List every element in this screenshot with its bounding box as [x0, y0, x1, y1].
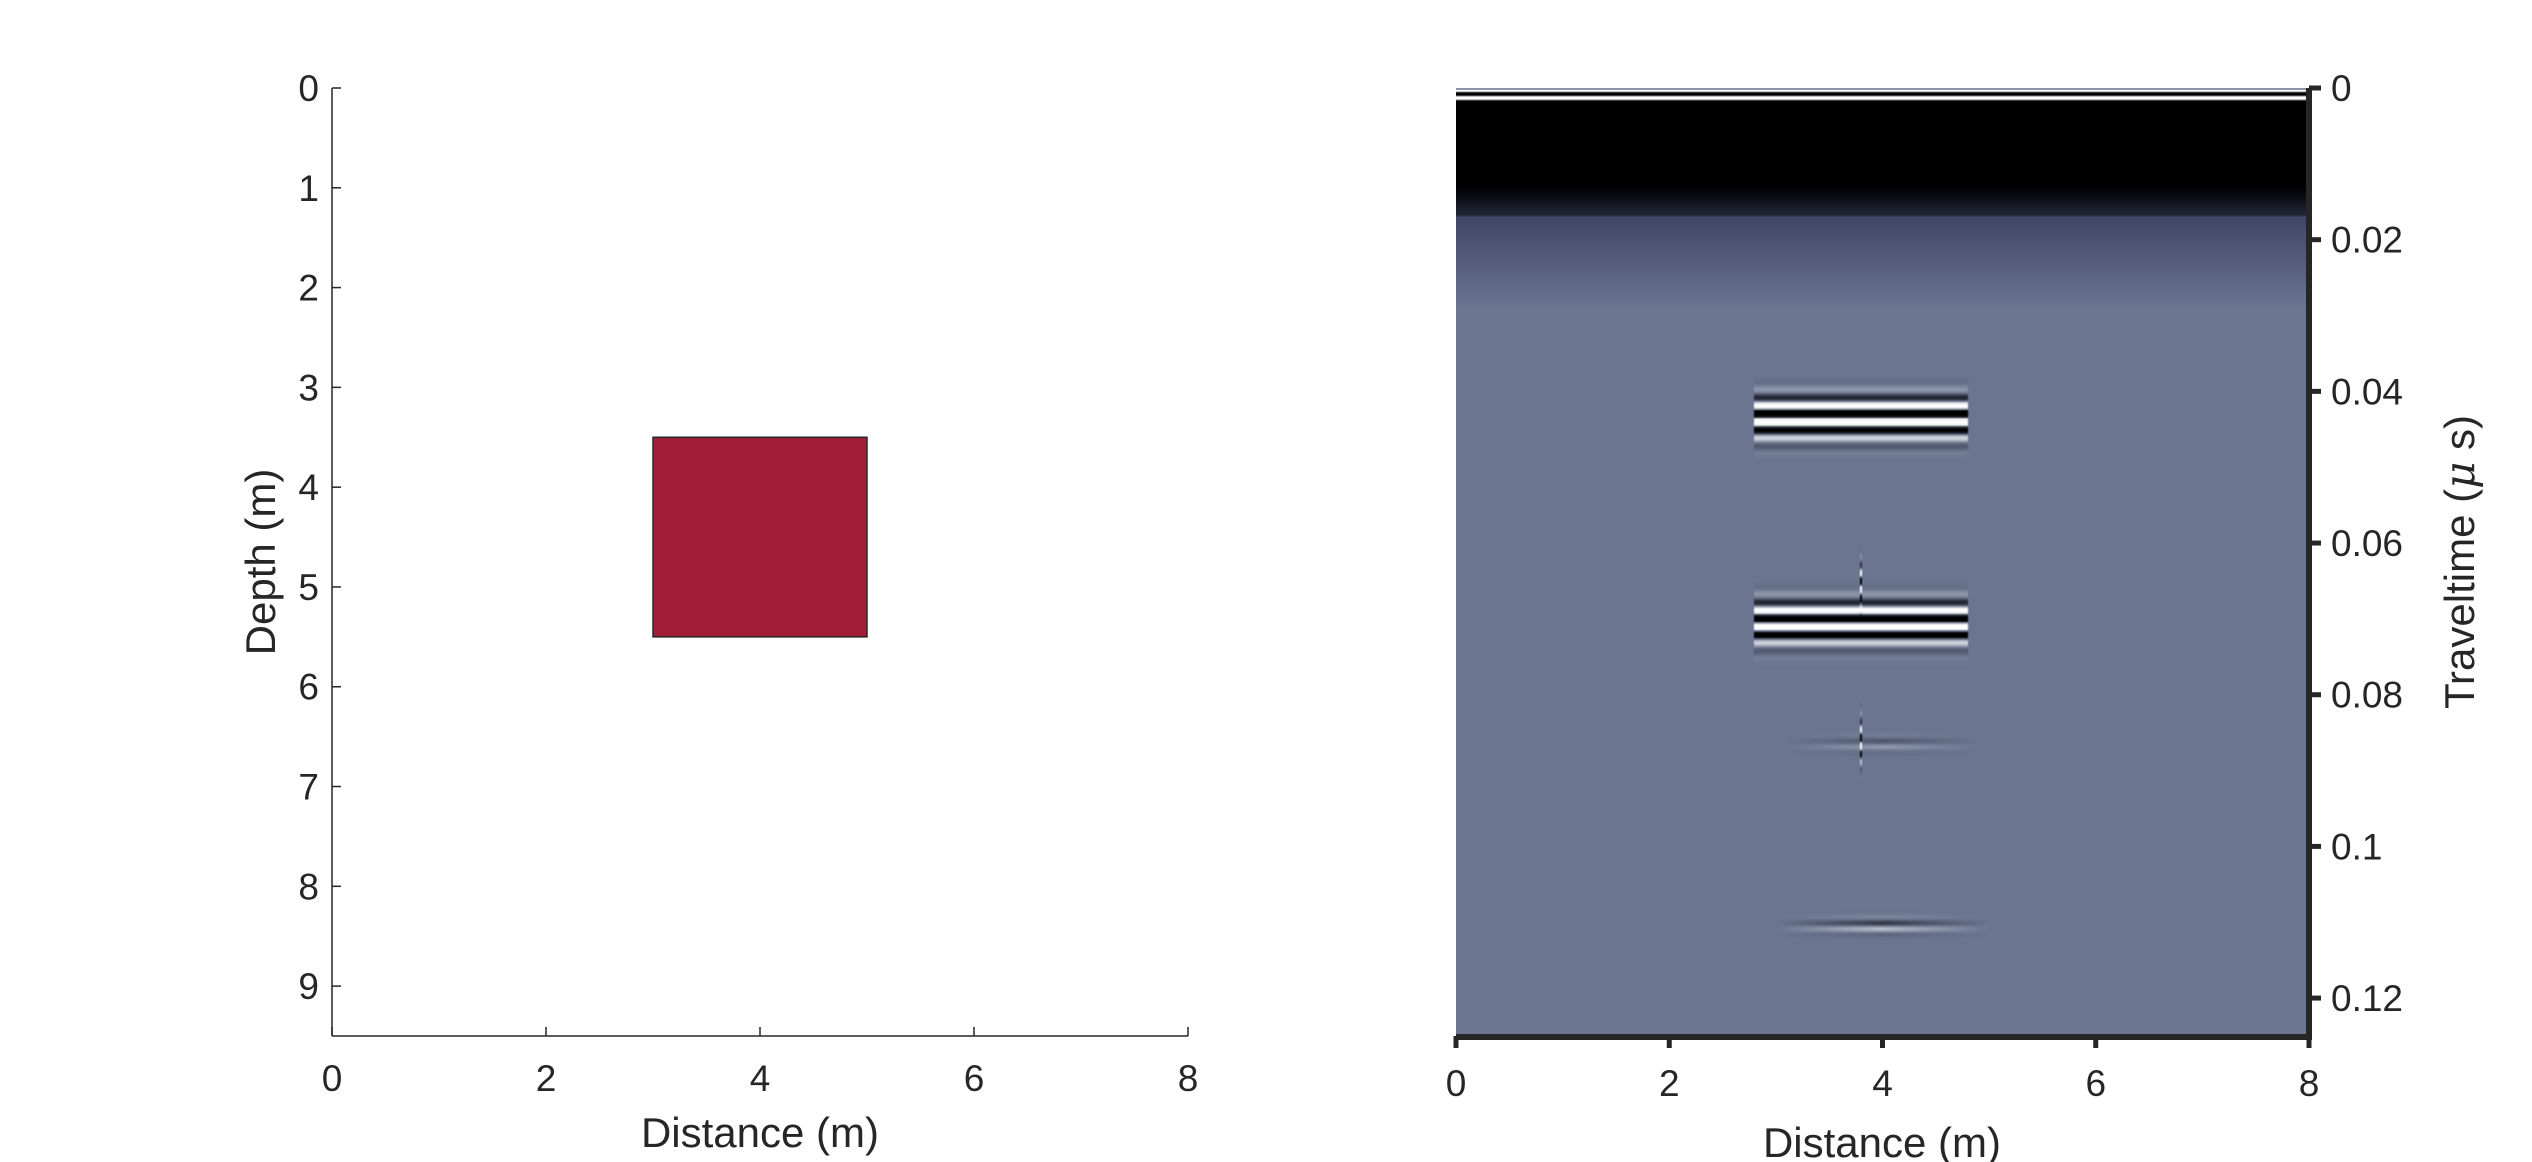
radargram-x-tick-label: 4 [1872, 1063, 1893, 1104]
radargram-y-title-mu: μ [2435, 462, 2484, 489]
model-y-tick-label: 2 [298, 268, 319, 309]
model-x-tick-label: 0 [322, 1058, 343, 1099]
radargram-x-ticks: 0 2 4 6 8 [1446, 1036, 2320, 1104]
model-y-tick-label: 8 [298, 866, 319, 907]
radargram-y-tick-label: 0.12 [2331, 978, 2403, 1019]
model-x-tick-label: 6 [964, 1058, 985, 1099]
model-y-ticks: 0 1 2 3 4 5 6 7 8 9 [298, 68, 341, 1007]
radargram-y-title-part-1: Traveltime ( [2436, 489, 2483, 709]
radargram-x-tick-label: 0 [1446, 1063, 1467, 1104]
model-x-ticks: 0 2 4 6 8 [322, 1027, 1199, 1099]
radargram-y-tick-label: 0.06 [2331, 523, 2403, 564]
model-y-tick-label: 0 [298, 68, 319, 109]
model-y-tick-label: 4 [298, 467, 319, 508]
model-y-tick-label: 6 [298, 667, 319, 708]
radargram-y-tick-label: 0.1 [2331, 826, 2382, 867]
model-y-tick-label: 1 [298, 168, 319, 209]
radargram-x-tick-label: 2 [1659, 1063, 1680, 1104]
radargram-y-tick-label: 0.02 [2331, 220, 2403, 261]
radargram-y-ticks: 0 0.02 0.04 0.06 0.08 0.1 0.12 [2309, 68, 2403, 1019]
model-rectangles [652, 436, 868, 638]
radargram-x-tick-label: 6 [2085, 1063, 2106, 1104]
model-x-tick-label: 2 [536, 1058, 557, 1099]
model-y-tick-label: 5 [298, 567, 319, 608]
model-rectangle [652, 436, 868, 638]
model-y-tick-label: 7 [298, 767, 319, 808]
radargram-heatmap [1456, 88, 2308, 1036]
model-axes: 0 1 2 3 4 5 6 7 8 9 0 2 4 6 8 Distance (m) Depth (m) [237, 68, 1198, 1156]
model-y-axis-title: Depth (m) [237, 469, 284, 656]
radargram-y-axis-title: Traveltime (μ s) [2435, 415, 2484, 709]
radargram-x-axis-title: Distance (m) [1763, 1119, 2001, 1162]
radargram-y-tick-label: 0 [2331, 68, 2352, 109]
model-y-tick-label: 9 [298, 966, 319, 1007]
radargram-x-tick-label: 8 [2299, 1063, 2320, 1104]
radargram-axes: 0 0.02 0.04 0.06 0.08 0.1 0.12 0 2 4 6 8 Distance … [1446, 68, 2484, 1162]
radargram-y-title-part-3: s) [2436, 415, 2483, 462]
model-y-tick-label: 3 [298, 367, 319, 408]
radargram-y-tick-label: 0.04 [2331, 371, 2403, 412]
model-x-tick-label: 8 [1178, 1058, 1199, 1099]
model-x-axis-title: Distance (m) [641, 1109, 879, 1156]
model-x-tick-label: 4 [750, 1058, 771, 1099]
radargram-y-tick-label: 0.08 [2331, 675, 2403, 716]
